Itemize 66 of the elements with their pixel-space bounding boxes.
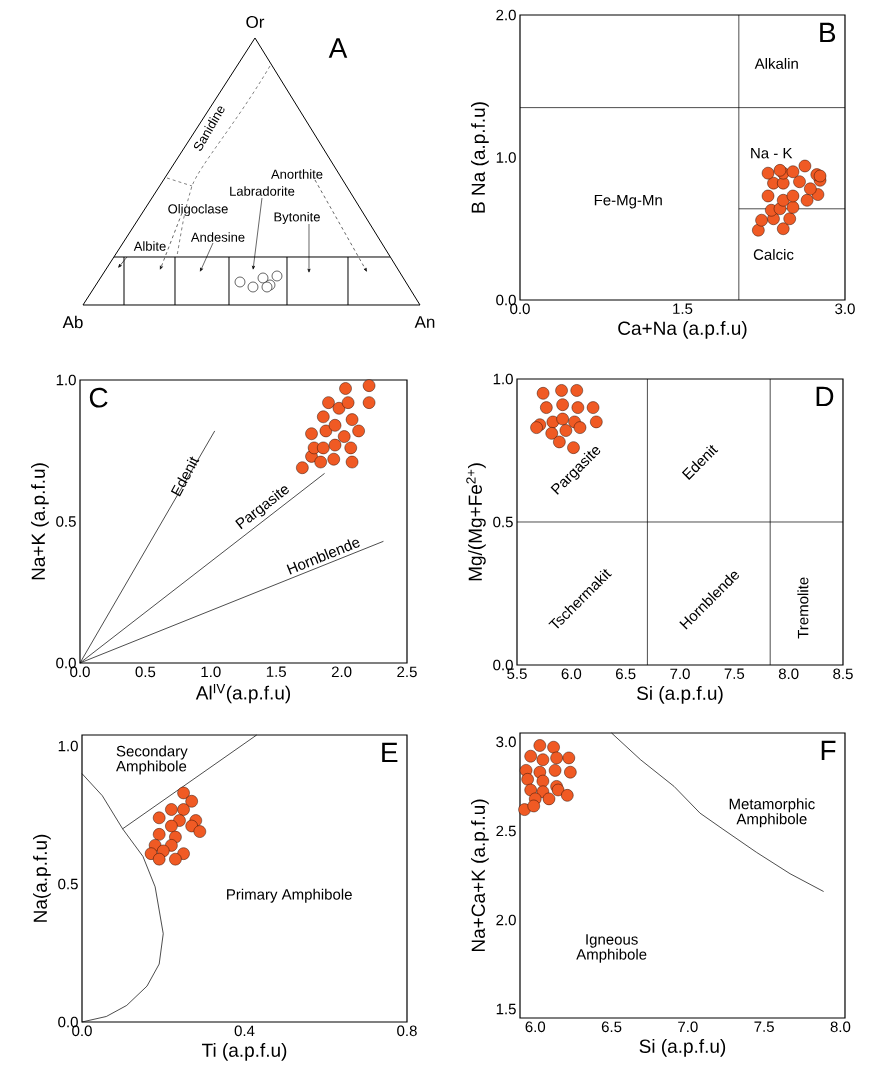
y-axis-title: Na+Ca+K (a.p.f.u) xyxy=(471,799,489,952)
chart-title: E xyxy=(382,742,398,763)
x-tick-label: 1.5 xyxy=(673,303,693,314)
annotation: Secondary Amphibole xyxy=(116,745,188,775)
x-tick-label: 0.4 xyxy=(234,1025,255,1037)
x-axis-title: Al$^{IV}$(a.p.f.u) xyxy=(195,684,291,704)
y-tick-label: 1.0 xyxy=(493,373,513,385)
annotation: Alkalin xyxy=(754,57,798,69)
y-tick-label: 3.0 xyxy=(496,736,516,748)
chart-title: C xyxy=(89,387,108,408)
text: Bytonite xyxy=(274,211,320,225)
annotation: Fe-Mg-Mn xyxy=(594,194,662,209)
x-tick-label: 1.5 xyxy=(266,666,286,677)
y-tick-label: 0.5 xyxy=(58,878,78,890)
annotation: Tremolite xyxy=(797,577,809,639)
annotation: Primary Amphibole xyxy=(227,888,352,903)
x-tick-label: 7.5 xyxy=(724,668,745,679)
text: Oligoclase xyxy=(168,203,228,217)
text: Albite xyxy=(133,241,166,251)
x-tick-label: 8.0 xyxy=(778,668,799,680)
y-tick-label: 1.0 xyxy=(496,152,516,163)
x-tick-label: 6.5 xyxy=(601,1021,622,1033)
chart-title: D xyxy=(816,386,834,407)
annotation: Calcic xyxy=(753,248,794,260)
x-tick-label: 2.0 xyxy=(331,666,352,678)
annotation: Na - K xyxy=(751,147,793,159)
y-tick-label: 1.0 xyxy=(58,740,78,752)
x-tick-label: 7.5 xyxy=(754,1021,774,1032)
y-axis-title: Na+K (a.p.f.u) xyxy=(31,463,49,580)
text: Labradorite xyxy=(230,186,295,196)
annotation: Igneous Amphibole xyxy=(576,934,647,963)
x-axis-title: Si (a.p.f.u) xyxy=(637,686,723,704)
x-axis-title: Ca+Na (a.p.f.u) xyxy=(618,321,747,339)
y-axis-title: Na(a.p.f.u) xyxy=(33,834,51,922)
x-tick-label: 0.5 xyxy=(135,666,156,678)
y-tick-label: 2.0 xyxy=(496,914,516,926)
x-tick-label: 7.0 xyxy=(670,668,690,680)
text: Andesine xyxy=(190,232,245,242)
y-tick-label: 1.0 xyxy=(56,374,76,386)
y-tick-label: 2.0 xyxy=(496,9,516,21)
y-tick-label: 0.5 xyxy=(493,516,513,528)
x-tick-label: 7.0 xyxy=(678,1021,698,1033)
x-tick-label: 8.0 xyxy=(830,1021,851,1033)
x-tick-label: 6.5 xyxy=(616,668,636,680)
x-tick-label: 8.5 xyxy=(833,668,853,680)
y-axis-title: Mg/(Mg+Fe$^{2+}$) xyxy=(466,463,486,581)
x-tick-label: 6.0 xyxy=(525,1021,546,1033)
text: Ab xyxy=(62,315,83,329)
text: An xyxy=(414,316,435,328)
chart-title: F xyxy=(821,740,836,761)
annotation: Metamorphic Amphibole xyxy=(729,798,815,828)
text: A xyxy=(328,38,348,58)
y-tick-label: 0.5 xyxy=(56,516,76,527)
text: Or xyxy=(246,15,265,29)
x-tick-label: 2.5 xyxy=(397,666,417,678)
x-tick-label: 6.0 xyxy=(561,668,582,680)
text: Anorthite xyxy=(271,169,323,179)
y-axis-title: B Na (a.p.f.u) xyxy=(471,102,489,213)
x-axis-title: Ti (a.p.f.u) xyxy=(201,1043,287,1061)
x-axis-title: Si (a.p.f.u) xyxy=(639,1039,726,1057)
chart-title: B xyxy=(820,22,836,43)
y-tick-label: 1.5 xyxy=(496,1003,516,1015)
x-tick-label: 3.0 xyxy=(835,303,855,315)
y-tick-label: 2.5 xyxy=(496,825,516,837)
x-tick-label: 1.0 xyxy=(201,666,221,678)
x-tick-label: 0.8 xyxy=(397,1025,417,1037)
